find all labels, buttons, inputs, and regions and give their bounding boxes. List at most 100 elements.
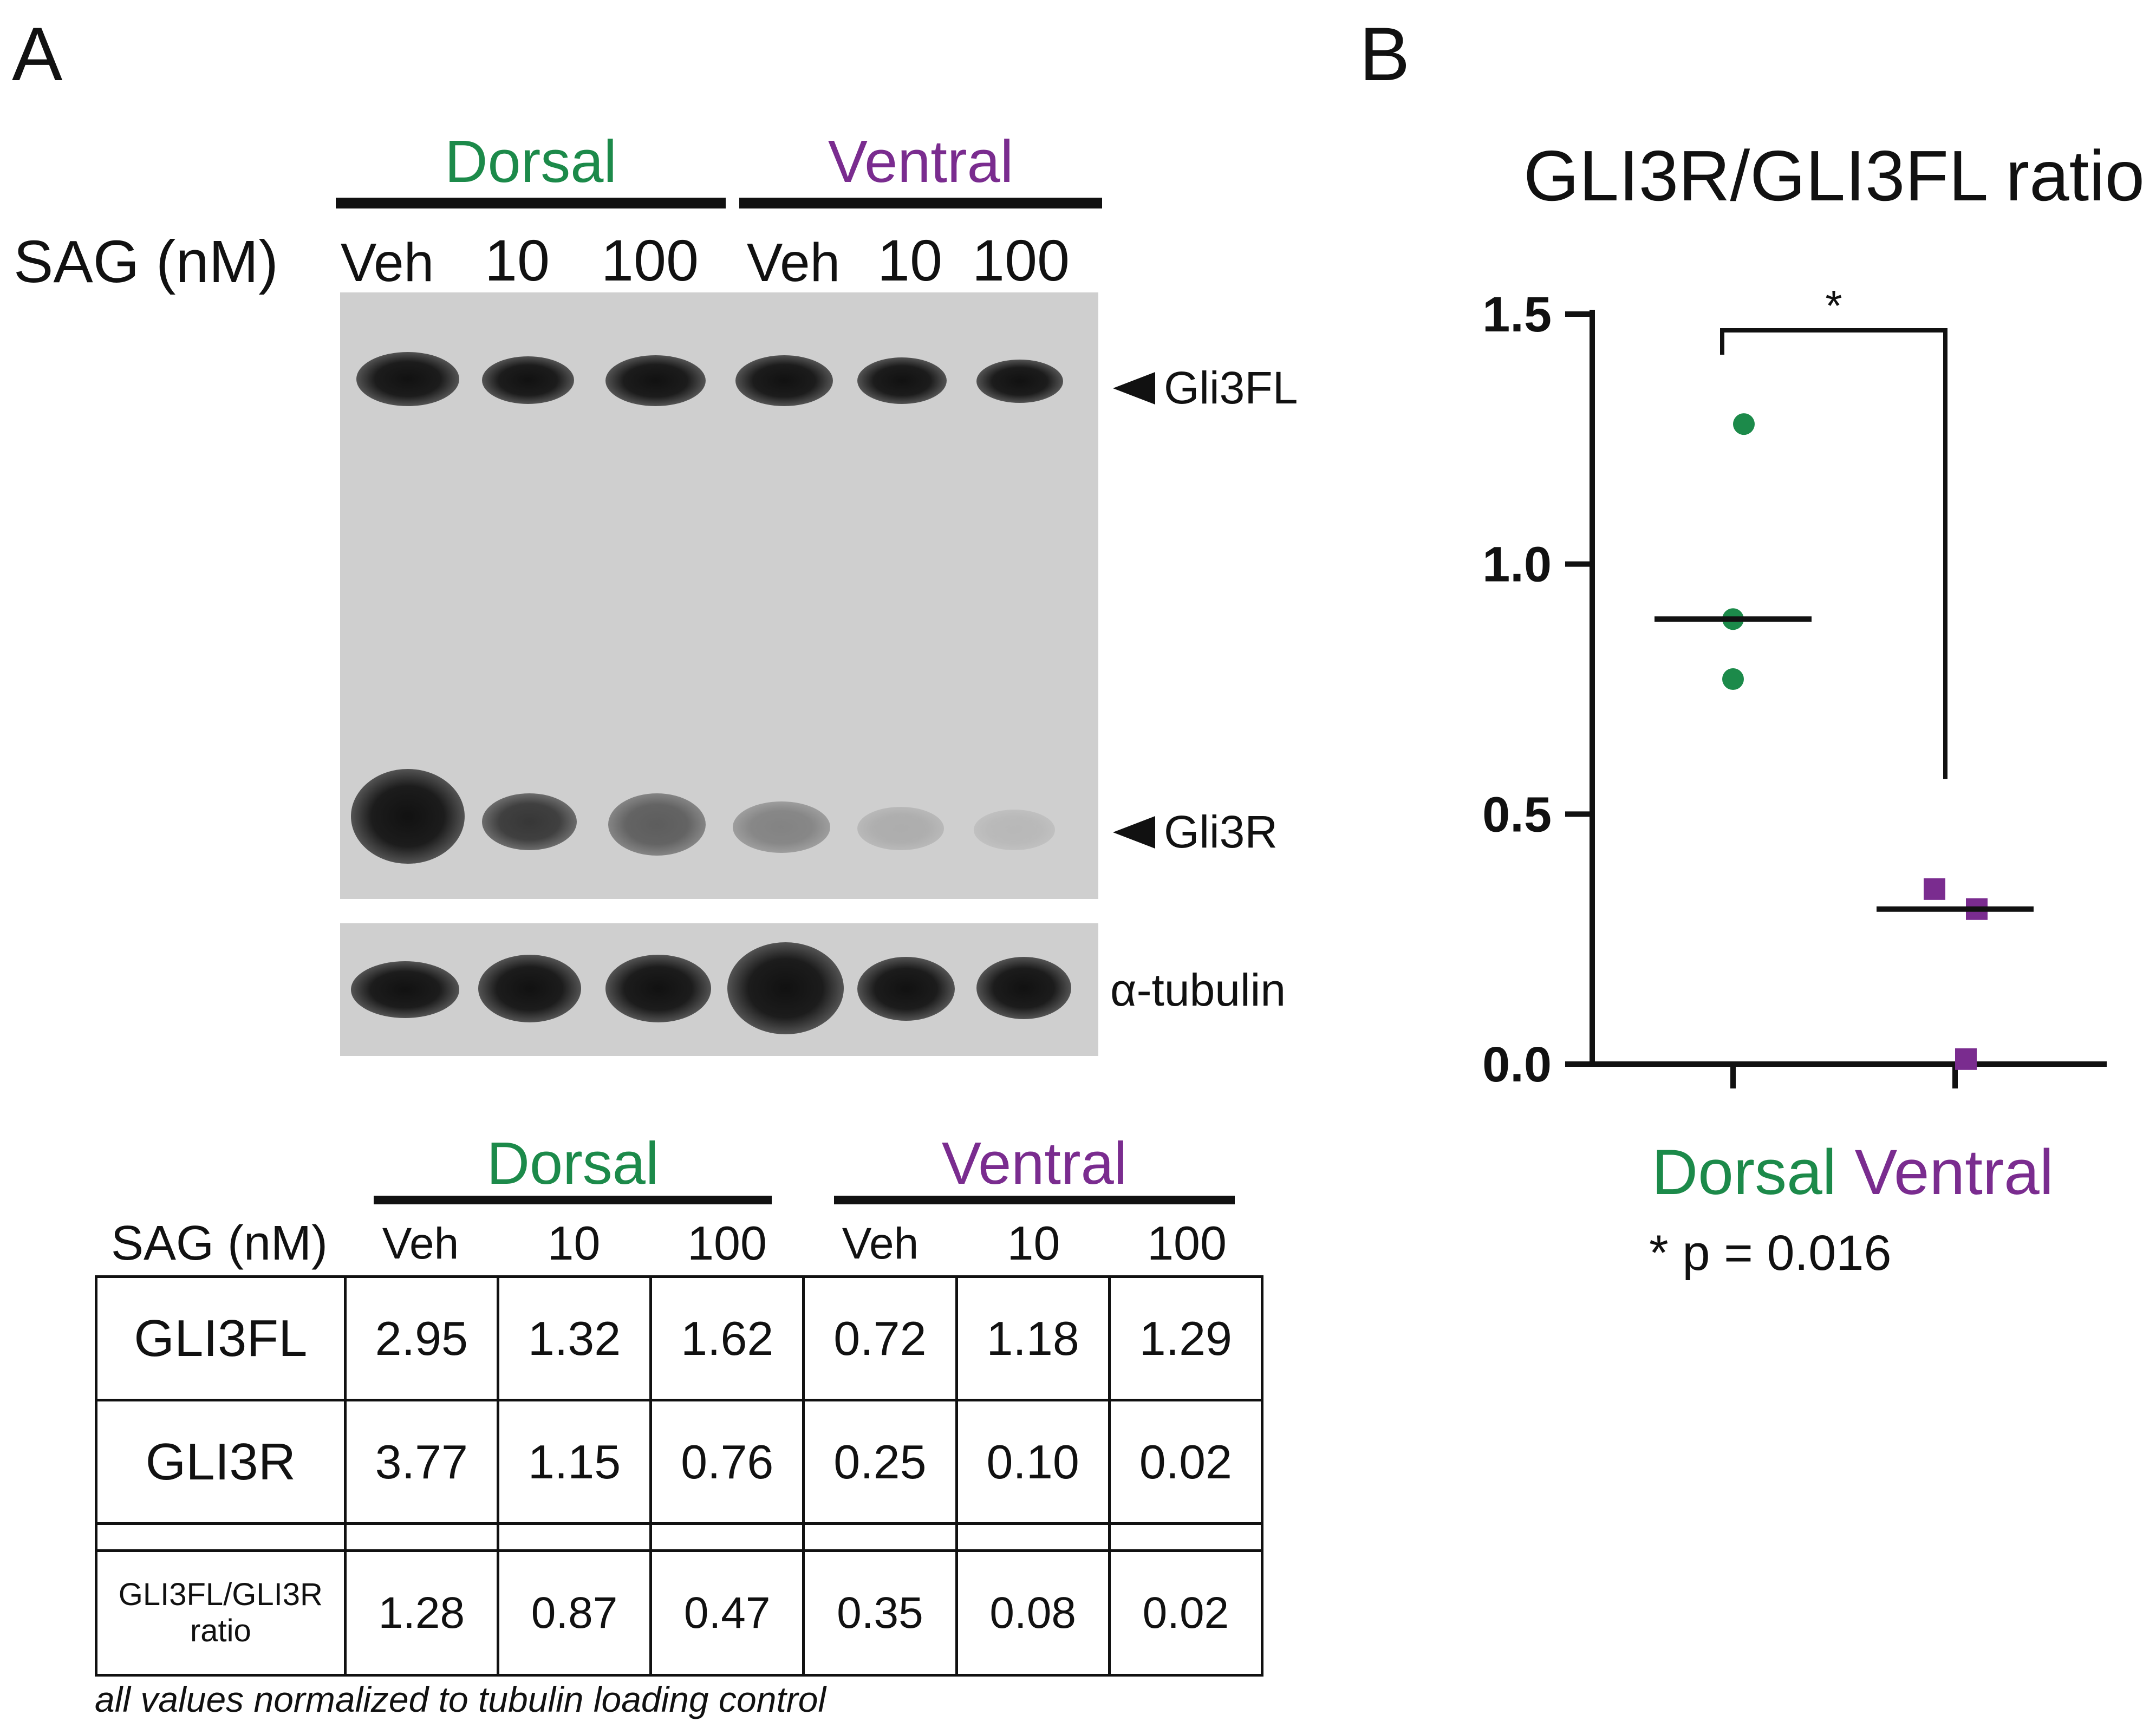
cell-ratio-3: 0.47 xyxy=(649,1549,805,1677)
spacer-cell xyxy=(1108,1522,1264,1552)
cell-gli3r-6: 0.02 xyxy=(1108,1399,1264,1525)
table-lane-1: Veh xyxy=(382,1219,459,1268)
y-tick-label: 0.0 xyxy=(1482,1037,1552,1092)
blot-ventral-bar xyxy=(739,198,1102,208)
table-lane-4: Veh xyxy=(842,1219,919,1268)
x-category-ventral: Ventral xyxy=(1855,1137,2054,1208)
band-gli3r-lane-6 xyxy=(974,810,1055,850)
table-group-ventral: Ventral xyxy=(941,1130,1128,1197)
band-tubulin-lane-1 xyxy=(351,961,459,1018)
table-row-gli3r: GLI3R 3.77 1.15 0.76 0.25 0.10 0.02 xyxy=(95,1399,1264,1525)
tubulin-band-label-text: α-tubulin xyxy=(1110,964,1286,1015)
cell-ratio-1: 1.28 xyxy=(343,1549,499,1677)
band-gli3r-lane-1 xyxy=(351,769,465,864)
chart-axes xyxy=(1590,310,2107,1088)
blot-lane-4: Veh xyxy=(746,232,841,293)
western-blot-gli3 xyxy=(340,292,1098,899)
cell-ratio-5: 0.08 xyxy=(955,1549,1111,1677)
band-tubulin-lane-3 xyxy=(605,955,711,1022)
cell-gli3fl-1: 2.95 xyxy=(343,1275,499,1401)
cell-gli3fl-4: 0.72 xyxy=(802,1275,958,1401)
ratio-chart: GLI3R/GLI3FL ratio 0.0 0.5 1.0 1.5 * Dorsal… xyxy=(1482,136,2145,1281)
blot-group-dorsal: Dorsal xyxy=(445,128,617,195)
row-label-ratio: GLI3FL/GLI3R ratio xyxy=(95,1549,347,1677)
band-gli3fl-lane-1 xyxy=(356,352,459,406)
cell-gli3fl-3: 1.62 xyxy=(649,1275,805,1401)
cell-gli3r-3: 0.76 xyxy=(649,1399,805,1525)
arrowhead-icon xyxy=(1113,371,1155,405)
spacer-cell xyxy=(95,1522,347,1552)
data-point-dorsal xyxy=(1733,413,1755,435)
table-group-dorsal: Dorsal xyxy=(486,1130,659,1197)
y-tick-label: 0.5 xyxy=(1482,787,1552,842)
band-tubulin-lane-6 xyxy=(976,957,1071,1019)
data-point-dorsal xyxy=(1722,668,1744,690)
blot-lane-6: 100 xyxy=(972,227,1070,293)
blot-lane-1: Veh xyxy=(340,232,434,293)
table-lane-5: 10 xyxy=(1007,1216,1060,1270)
table-row-gli3fl: GLI3FL 2.95 1.32 1.62 0.72 1.18 1.29 xyxy=(95,1275,1264,1401)
band-gli3fl-lane-2 xyxy=(482,356,574,404)
band-gli3r-lane-5 xyxy=(857,807,944,850)
blot-lane-5: 10 xyxy=(877,227,943,293)
blot-lane-2: 10 xyxy=(484,227,550,293)
spacer-cell xyxy=(955,1522,1111,1552)
cell-ratio-6: 0.02 xyxy=(1108,1549,1264,1677)
tubulin-band-label: α-tubulin xyxy=(1110,964,1286,1016)
blot-dorsal-bar xyxy=(336,198,726,208)
cell-gli3fl-2: 1.32 xyxy=(496,1275,653,1401)
cell-ratio-4: 0.35 xyxy=(802,1549,958,1677)
cell-gli3fl-6: 1.29 xyxy=(1108,1275,1264,1401)
blot-group-ventral: Ventral xyxy=(828,128,1014,195)
chart-x-categories: Dorsal Ventral xyxy=(1652,1137,2054,1208)
cell-ratio-2: 0.87 xyxy=(496,1549,653,1677)
table-footnote: all values normalized to tubulin loading… xyxy=(95,1679,826,1719)
table-spacer-row xyxy=(95,1522,1264,1552)
significance-star: * xyxy=(1825,282,1842,330)
quantification-table: GLI3FL 2.95 1.32 1.62 0.72 1.18 1.29 GLI… xyxy=(95,1275,1264,1677)
spacer-cell xyxy=(496,1522,653,1552)
table-lane-2: 10 xyxy=(547,1216,601,1270)
blot-sag-label: SAG (nM) xyxy=(14,229,278,295)
band-tubulin-lane-5 xyxy=(857,957,955,1021)
row-label-gli3r: GLI3R xyxy=(95,1399,347,1525)
gli3r-band-label: Gli3R xyxy=(1113,806,1278,858)
chart-marks: * xyxy=(1655,282,2034,1070)
x-category-dorsal: Dorsal xyxy=(1652,1137,1836,1208)
blot-lane-3: 100 xyxy=(601,227,699,293)
y-tick-label: 1.0 xyxy=(1482,537,1552,592)
chart-y-ticks: 0.0 0.5 1.0 1.5 xyxy=(1482,287,1592,1092)
band-tubulin-lane-2 xyxy=(478,955,581,1022)
table-row-ratio: GLI3FL/GLI3R ratio 1.28 0.87 0.47 0.35 0… xyxy=(95,1549,1264,1677)
row-label-gli3fl: GLI3FL xyxy=(95,1275,347,1401)
band-gli3r-lane-3 xyxy=(608,793,706,856)
data-point-ventral xyxy=(1924,878,1945,900)
table-sag-label: SAG (nM) xyxy=(110,1216,328,1270)
chart-title: GLI3R/GLI3FL ratio xyxy=(1523,136,2145,216)
significance-bracket xyxy=(1720,328,1947,779)
arrowhead-icon xyxy=(1113,816,1155,849)
table-lane-3: 100 xyxy=(687,1216,767,1270)
band-tubulin-lane-4 xyxy=(727,942,844,1034)
cell-gli3r-4: 0.25 xyxy=(802,1399,958,1525)
western-blot-tubulin xyxy=(340,923,1098,1056)
data-point-ventral xyxy=(1955,1048,1977,1070)
cell-gli3r-5: 0.10 xyxy=(955,1399,1111,1525)
table-dorsal-bar xyxy=(374,1196,772,1204)
band-gli3fl-lane-5 xyxy=(857,357,947,404)
spacer-cell xyxy=(802,1522,958,1552)
gli3r-band-label-text: Gli3R xyxy=(1164,806,1278,857)
band-gli3fl-lane-3 xyxy=(605,355,706,406)
p-value-note: * p = 0.016 xyxy=(1649,1225,1892,1281)
table-ventral-bar xyxy=(834,1196,1235,1204)
y-tick-label: 1.5 xyxy=(1482,287,1552,342)
cell-gli3fl-5: 1.18 xyxy=(955,1275,1111,1401)
table-lane-6: 100 xyxy=(1147,1216,1227,1270)
spacer-cell xyxy=(649,1522,805,1552)
cell-gli3r-1: 3.77 xyxy=(343,1399,499,1525)
gli3fl-band-label: Gli3FL xyxy=(1113,362,1298,414)
panel-b-letter: B xyxy=(1359,11,1410,96)
panel-a-letter: A xyxy=(12,11,63,96)
spacer-cell xyxy=(343,1522,499,1552)
band-gli3fl-lane-4 xyxy=(735,355,833,406)
